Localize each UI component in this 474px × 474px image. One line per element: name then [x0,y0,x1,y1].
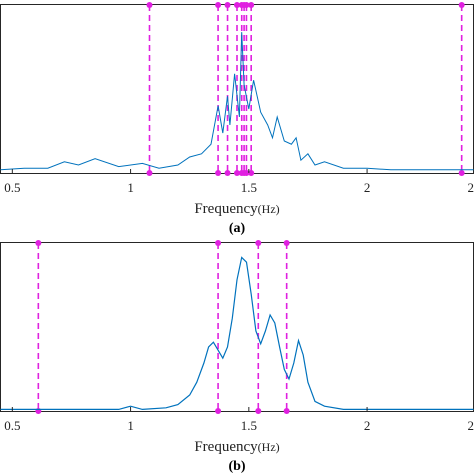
panel-b-boundary-marker-3-top [283,240,290,246]
panel-a-boundary-marker-6-bottom [243,170,250,176]
panel-a-boundary-marker-2-bottom [224,170,231,176]
panel-a-boundary-marker-0-bottom [146,170,153,176]
panel-a-spectrum-line [0,32,474,171]
panel-a-boundary-marker-7-bottom [248,170,255,176]
panel-a-tick-label-0: 0.5 [4,180,20,195]
panel-b: 0.5 1 1.5 2 2 Frequency(Hz) (b) [0,240,474,474]
panel-b-boundary-marker-0-top [35,240,42,246]
panel-a-boundary-marker-3-bottom [234,170,240,176]
panel-b-boundary-marker-2-bottom [255,408,262,414]
panel-a-boundary-marker-8-top [458,2,465,8]
panel-b-spectrum-line [0,256,474,411]
panel-a-boundary-marker-8-bottom [458,170,465,176]
panel-a-label: (a) [229,221,246,236]
panel-a: 0.5 1 1.5 2 2 Frequency(Hz) (a) [0,2,474,236]
panel-a-boundary-marker-1-bottom [215,170,222,176]
panel-b-boundary-marker-2-top [255,240,262,246]
panel-a-boundary-marker-3-top [234,2,240,8]
panel-b-xlabel: Frequency(Hz) [194,439,279,455]
panel-a-tick-label-4: 2 [468,180,474,195]
panel-b-tick-label-0: 0.5 [4,418,20,433]
panel-a-boundaries [146,2,465,176]
panel-a-tick-label-2: 1.5 [241,180,257,195]
panel-a-tick-label-3: 2 [364,180,371,195]
panel-b-frame [0,242,474,412]
panel-a-boundary-marker-7-top [248,2,255,8]
panel-b-x-ticks: 0.5 1 1.5 2 2 [4,407,474,433]
panel-a-boundary-marker-0-top [146,2,153,8]
panel-b-boundary-marker-1-bottom [215,408,222,414]
panel-a-xlabel: Frequency(Hz) [194,201,279,217]
panel-a-boundary-marker-6-top [243,2,250,8]
panel-b-tick-label-1: 1 [127,418,134,433]
panel-a-x-ticks: 0.5 1 1.5 2 2 [4,169,474,195]
panel-b-tick-label-2: 1.5 [241,418,257,433]
panel-b-label: (b) [228,459,245,474]
panel-b-tick-label-3: 2 [364,418,371,433]
panel-a-tick-label-1: 1 [127,180,134,195]
panel-a-boundary-marker-1-top [215,2,222,8]
panel-b-boundary-marker-3-bottom [283,408,290,414]
panel-b-boundary-marker-1-top [215,240,222,246]
panel-b-tick-label-4: 2 [468,418,474,433]
panel-b-boundaries [35,240,290,414]
panel-a-boundary-marker-2-top [224,2,231,8]
